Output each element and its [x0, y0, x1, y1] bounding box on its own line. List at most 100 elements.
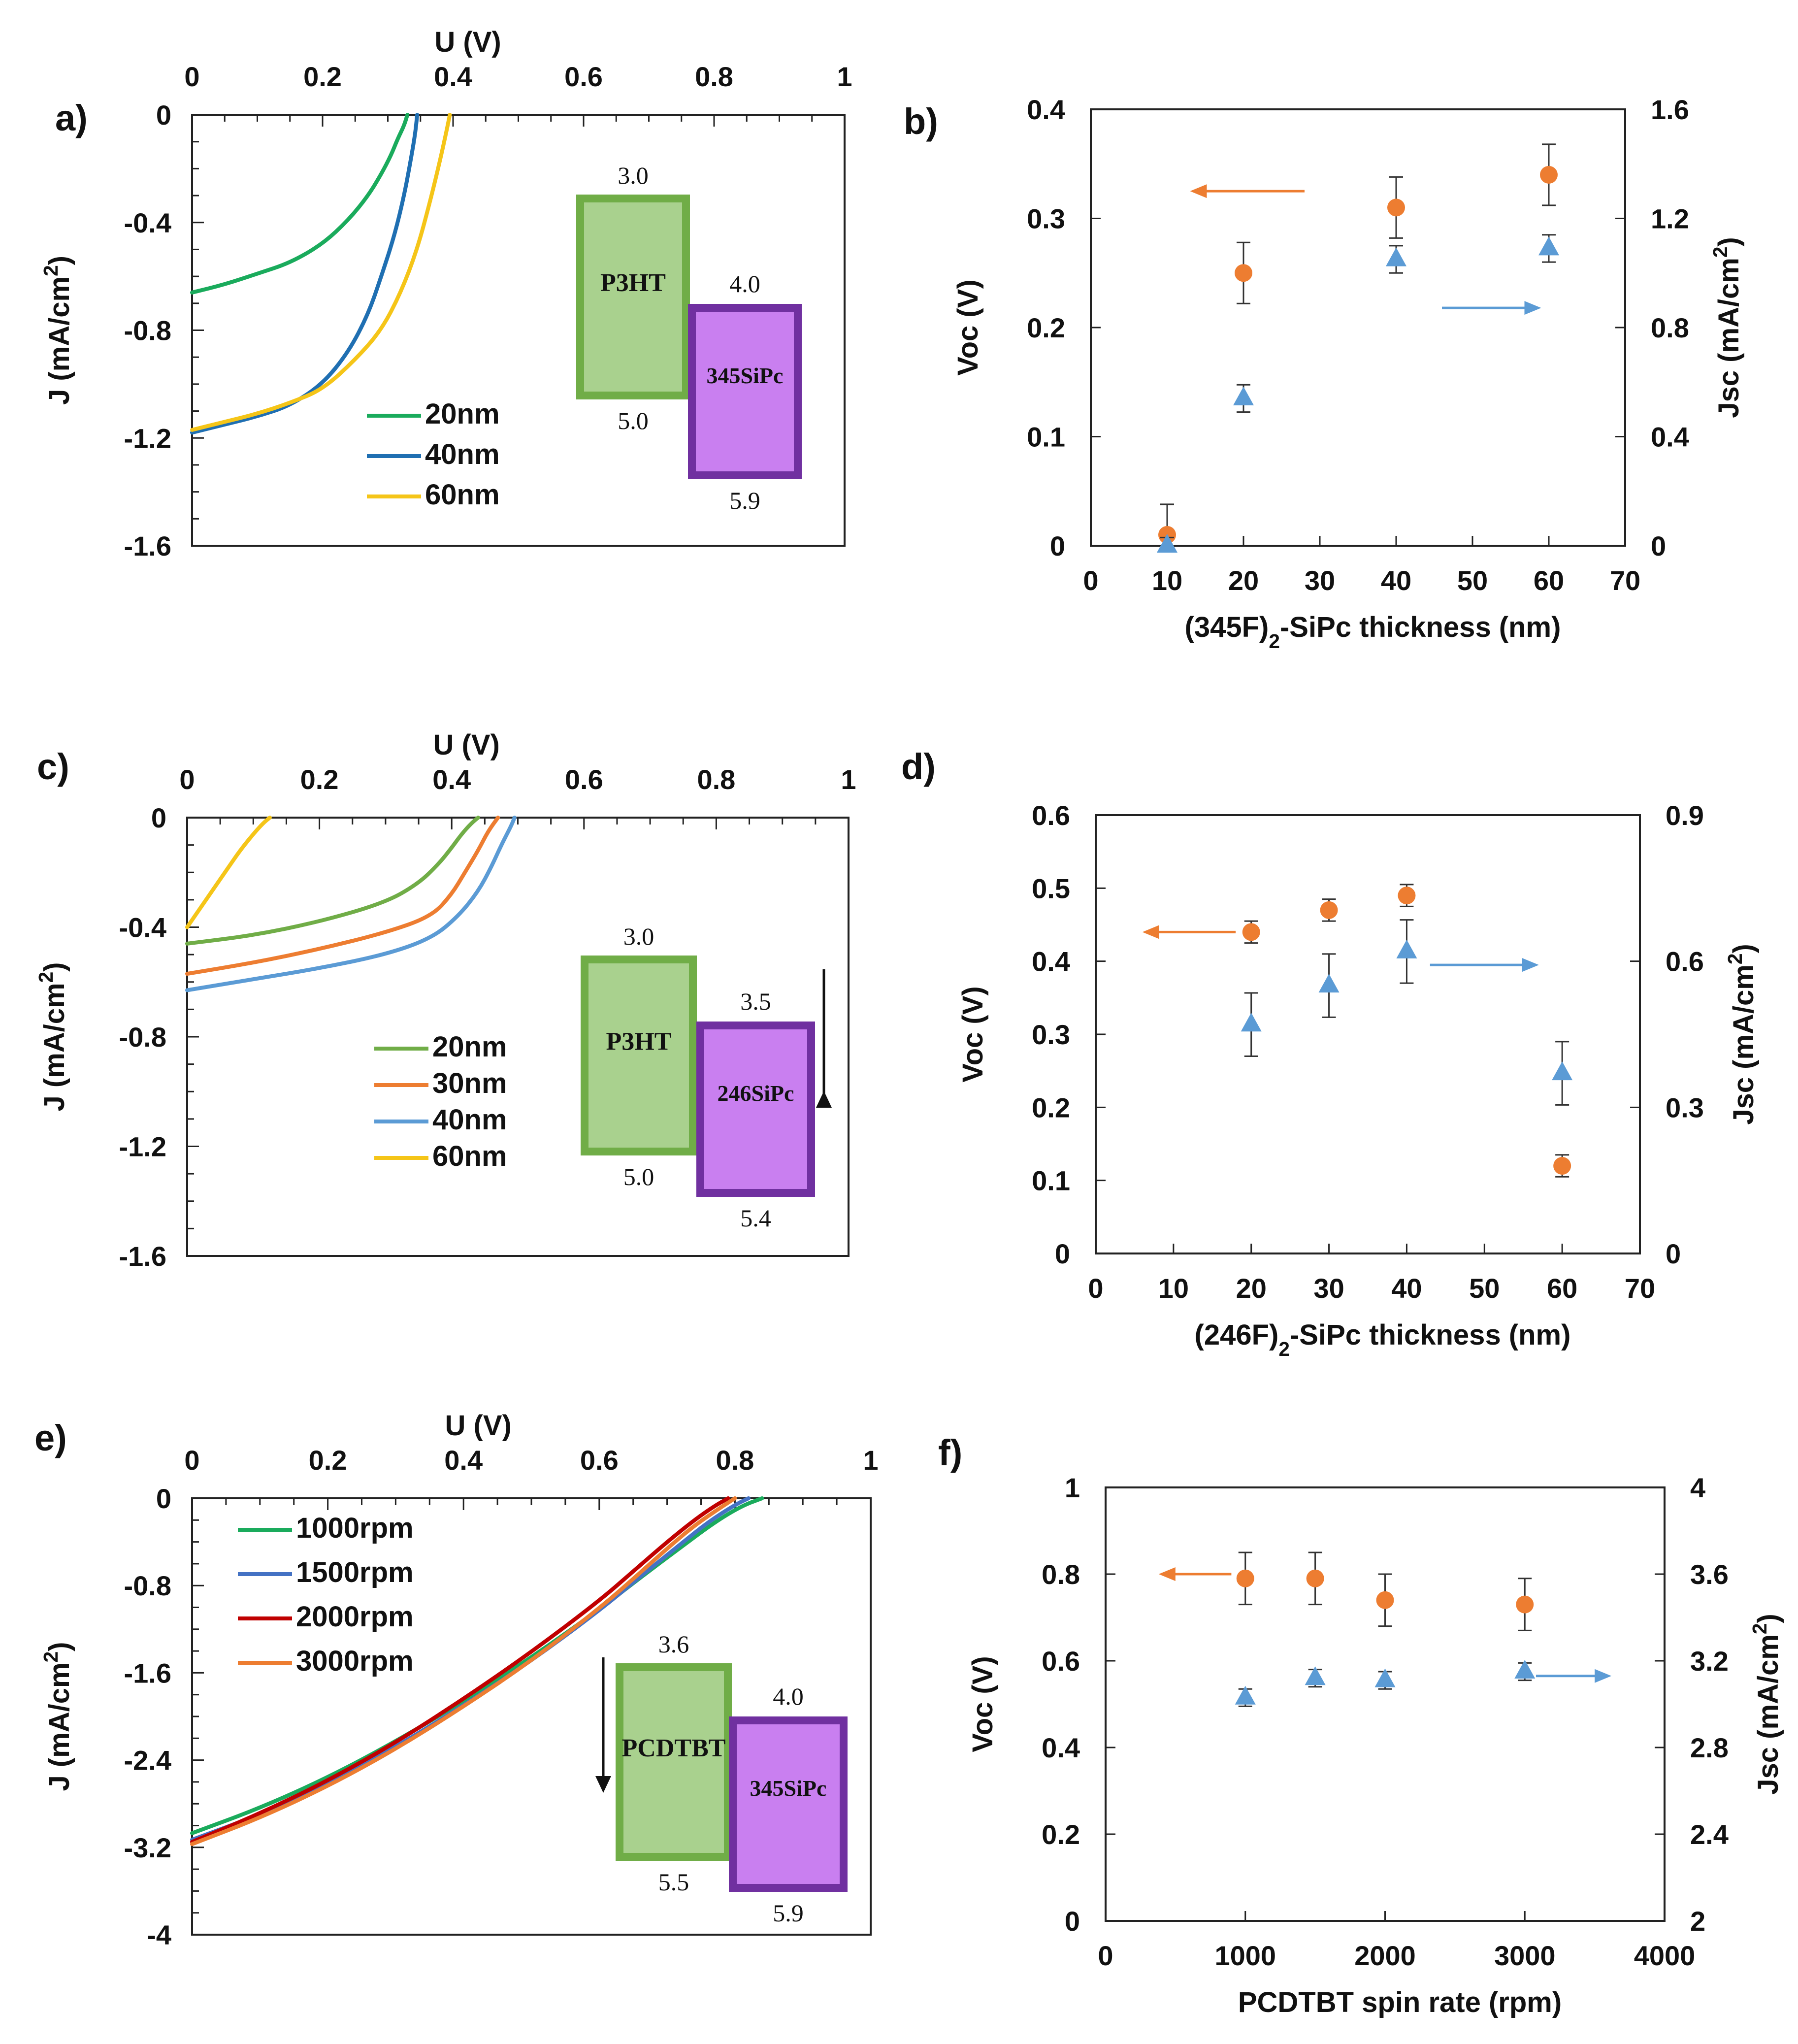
- x-tick-label: 70: [1625, 1273, 1655, 1304]
- acceptor-name: 345SiPc: [707, 363, 784, 388]
- y2-tick-label: 0.9: [1666, 800, 1704, 831]
- acceptor-lumo: 3.5: [740, 988, 771, 1015]
- voc-point: [1235, 264, 1252, 282]
- legend-label: 2000rpm: [296, 1601, 414, 1633]
- axis-arrow-head: [1522, 958, 1539, 972]
- x-tick-label: 60: [1534, 565, 1564, 596]
- y-tick-label: 0.4: [1032, 946, 1070, 977]
- jsc-point: [1514, 1660, 1536, 1679]
- donor-name: P3HT: [606, 1027, 672, 1055]
- x-tick-label: 0: [1088, 1273, 1103, 1304]
- acceptor-name: 246SiPc: [718, 1081, 794, 1106]
- panel-label: a): [55, 98, 88, 138]
- x-tick-label: 0.6: [565, 764, 603, 795]
- jsc-point: [1157, 534, 1177, 553]
- donor-homo: 5.0: [623, 1163, 654, 1190]
- x-tick-label: 30: [1313, 1273, 1344, 1304]
- legend-label: 20nm: [425, 398, 500, 430]
- x-axis-title: U (V): [434, 26, 501, 58]
- jsc-point: [1241, 1013, 1262, 1032]
- y-tick-label: -0.8: [124, 1570, 172, 1601]
- y-tick-label: 0.2: [1042, 1819, 1080, 1850]
- x-tick-label: 1000: [1214, 1940, 1276, 1971]
- x-axis-title: U (V): [433, 729, 500, 761]
- x-tick-label: 0.8: [695, 61, 733, 92]
- panel-label: b): [904, 101, 938, 142]
- axis-arrow-head: [1142, 925, 1159, 939]
- y2-tick-label: 2.4: [1690, 1819, 1729, 1850]
- y2-tick-label: 0.8: [1651, 312, 1689, 343]
- y-axis-title: Voc (V): [957, 986, 989, 1083]
- x-tick-label: 20: [1228, 565, 1259, 596]
- x-tick-label: 0.8: [697, 764, 735, 795]
- y2-tick-label: 0.3: [1666, 1092, 1704, 1123]
- y2-tick-label: 3.2: [1690, 1646, 1729, 1677]
- y2-tick-label: 2.8: [1690, 1732, 1729, 1763]
- y-tick-label: 0: [1055, 1238, 1070, 1269]
- y2-tick-label: 0: [1651, 530, 1666, 561]
- y-tick-label: -0.8: [119, 1022, 167, 1053]
- x-tick-label: 0: [184, 61, 199, 92]
- donor-lumo: 3.0: [623, 923, 654, 950]
- legend-label: 40nm: [432, 1104, 507, 1136]
- x-tick-label: 40: [1381, 565, 1411, 596]
- x-tick-label: 3000: [1494, 1940, 1556, 1971]
- jsc-point: [1374, 1668, 1396, 1687]
- plot-frame: [1105, 1486, 1666, 1922]
- x-tick-label: 0.6: [564, 61, 603, 92]
- legend-label: 40nm: [425, 438, 500, 470]
- y-tick-label: 1: [1065, 1472, 1080, 1503]
- jsc-point: [1396, 939, 1417, 958]
- jsc-point: [1235, 1685, 1256, 1705]
- x-axis-title: (246F)2-SiPc thickness (nm): [1195, 1319, 1571, 1360]
- x-tick-label: 60: [1547, 1273, 1577, 1304]
- y2-tick-label: 1.6: [1651, 94, 1689, 125]
- series-line-2000rpm: [190, 1496, 730, 1844]
- voc-point: [1387, 198, 1405, 217]
- x-axis-title: U (V): [445, 1410, 512, 1442]
- acceptor-box: [688, 304, 802, 479]
- y-tick-label: -1.2: [119, 1131, 167, 1162]
- y-tick-label: -0.8: [124, 315, 172, 346]
- y-tick-label: 0: [156, 1483, 171, 1514]
- series-line-3000rpm: [190, 1496, 737, 1846]
- y-tick-label: 0.6: [1032, 800, 1070, 831]
- plot-frame: [1095, 814, 1641, 1254]
- y-tick-label: 0.1: [1027, 422, 1065, 453]
- acceptor-homo: 5.9: [729, 487, 760, 514]
- x-tick-label: 0.8: [716, 1445, 754, 1476]
- y-tick-label: 0.2: [1027, 312, 1065, 343]
- series-line-60nm: [190, 113, 452, 432]
- axis-arrow-head: [1524, 301, 1541, 315]
- y-tick-label: -2.4: [124, 1745, 172, 1776]
- jsc-point: [1386, 247, 1406, 266]
- y2-axis-title: Jsc (mA/cm2): [1709, 237, 1745, 418]
- series-line-30nm: [185, 816, 500, 976]
- series-line-1000rpm: [190, 1496, 764, 1835]
- series-line-60nm: [185, 815, 272, 929]
- legend-label: 1500rpm: [296, 1556, 414, 1588]
- x-tick-label: 30: [1305, 565, 1335, 596]
- x-tick-label: 70: [1610, 565, 1640, 596]
- chart-f: f) 0 1000 2000 3000 4000 0 0.2 0.4 0.6 0.8 1 2 2.4 2.8…: [938, 1432, 1784, 2018]
- jsc-point: [1305, 1666, 1326, 1685]
- y2-tick-label: 0.6: [1666, 946, 1704, 977]
- jsc-point: [1538, 236, 1559, 256]
- panel-label: d): [901, 746, 936, 787]
- axis-arrow-head: [1190, 184, 1207, 198]
- y-tick-label: 0.4: [1042, 1732, 1080, 1763]
- y-tick-label: -4: [147, 1919, 171, 1950]
- series-line-20nm: [185, 815, 480, 946]
- y2-tick-label: 1.2: [1651, 203, 1689, 234]
- y-tick-label: 0: [156, 99, 171, 131]
- x-tick-label: 0.4: [434, 61, 472, 92]
- donor-box: [576, 195, 690, 399]
- x-tick-label: 0.6: [580, 1445, 619, 1476]
- voc-point: [1306, 1569, 1324, 1587]
- x-tick-label: 0: [1098, 1940, 1113, 1971]
- y2-tick-label: 2: [1690, 1906, 1705, 1937]
- shift-arrow-head: [595, 1776, 611, 1793]
- x-axis-title: (345F)2-SiPc thickness (nm): [1185, 611, 1561, 653]
- voc-point: [1540, 165, 1558, 184]
